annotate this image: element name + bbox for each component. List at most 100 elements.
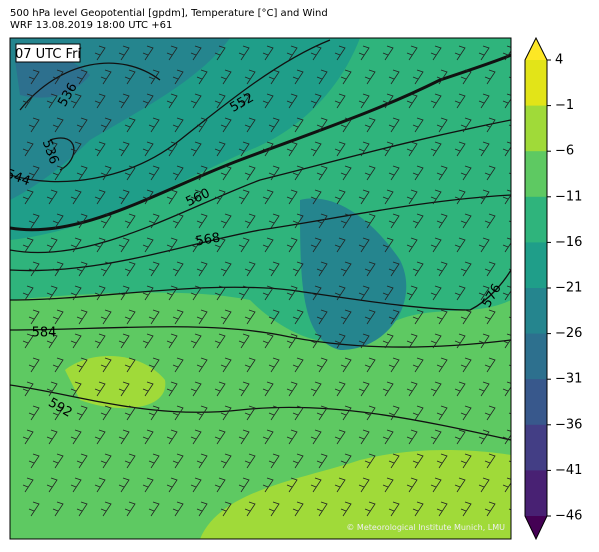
wind-barb [220, 213, 232, 229]
wind-barb [214, 381, 226, 397]
wind-barb [316, 69, 328, 85]
wind-barb [388, 453, 400, 469]
wind-barb [502, 333, 511, 349]
wind-barb [286, 381, 298, 397]
wind-barb [460, 165, 472, 181]
wind-barb [364, 69, 376, 85]
wind-barb [406, 93, 418, 109]
wind-barb [388, 117, 400, 133]
wind-barb [454, 381, 466, 397]
wind-barb [94, 381, 106, 397]
wind-barb [358, 45, 370, 61]
field [15, 55, 90, 98]
wind-barb [196, 69, 208, 85]
wind-barb [316, 501, 328, 517]
wind-barb [214, 93, 226, 109]
wind-barb [166, 45, 178, 61]
wind-barb [190, 141, 202, 157]
wind-barb [52, 69, 64, 85]
wind-barb [292, 501, 304, 517]
wind-barb [70, 333, 82, 349]
wind-barb [76, 165, 88, 181]
colorbar-bin [525, 105, 547, 152]
wind-barb [124, 261, 136, 277]
wind-barb [28, 453, 40, 469]
wind-barb [28, 357, 40, 373]
wind-barb [334, 45, 346, 61]
wind-barb [406, 333, 418, 349]
contour-label: 584 [32, 326, 57, 341]
wind-barb [238, 45, 250, 61]
wind-barb [124, 453, 136, 469]
wind-barb [316, 453, 328, 469]
wind-barb [430, 93, 442, 109]
contour-line [49, 137, 75, 171]
wind-barb [118, 189, 130, 205]
wind-barb [382, 429, 394, 445]
wind-barb [148, 309, 160, 325]
wind-barb [244, 501, 256, 517]
wind-barb [340, 357, 352, 373]
colorbar-extend [525, 516, 547, 539]
wind-barb [118, 141, 130, 157]
wind-barb [502, 381, 511, 397]
wind-barb [100, 357, 112, 373]
wind-barb [28, 69, 40, 85]
wind-barb [436, 501, 448, 517]
wind-barb [190, 237, 202, 253]
wind-barb [142, 333, 154, 349]
wind-barb [430, 477, 442, 493]
wind-barb [190, 189, 202, 205]
map-area: 07 UTC Fri © Meteorological Institute Mu… [10, 38, 511, 539]
wind-barb [454, 429, 466, 445]
wind-barb [196, 501, 208, 517]
wind-barb [406, 189, 418, 205]
colorbar-bin [525, 60, 547, 107]
wind-barb [508, 316, 511, 324]
colorbar-tick-label: −26 [555, 326, 582, 341]
wind-barb [118, 93, 130, 109]
wind-barb [190, 45, 202, 61]
wind-barb [46, 285, 58, 301]
wind-barb [460, 117, 472, 133]
wind-barb [502, 141, 511, 157]
wind-barb [52, 213, 64, 229]
wind-barb [28, 501, 40, 517]
wind-barb [214, 45, 226, 61]
wind-barb [286, 333, 298, 349]
wind-barb [508, 124, 511, 132]
wind-barb [406, 237, 418, 253]
wind-barb [286, 237, 298, 253]
wind-barb [460, 309, 472, 325]
wind-barb [46, 189, 58, 205]
wind-barb [364, 165, 376, 181]
wind-barb [388, 357, 400, 373]
wind-barb [460, 69, 472, 85]
wind-barb [52, 165, 64, 181]
contour-line [10, 384, 511, 441]
colorbar-tick-label: −36 [555, 417, 582, 432]
contour-label: 568 [194, 230, 221, 249]
credit: © Meteorological Institute Munich, LMU [346, 523, 505, 532]
wind-barb [412, 117, 424, 133]
wind-barb [46, 333, 58, 349]
wind-barb [454, 45, 466, 61]
wind-barb [268, 261, 280, 277]
wind-barb [286, 477, 298, 493]
colorbar-extend [525, 38, 547, 60]
wind-barb [220, 69, 232, 85]
wind-barb [430, 189, 442, 205]
wind-barb [340, 117, 352, 133]
wind-barb [262, 189, 274, 205]
wind-barb [316, 165, 328, 181]
wind-barb [454, 237, 466, 253]
wind-barb [364, 117, 376, 133]
wind-barb [388, 261, 400, 277]
wind-barb [244, 165, 256, 181]
wind-barb [412, 261, 424, 277]
wind-barb [196, 261, 208, 277]
wind-barb [508, 76, 511, 84]
wind-barb [358, 285, 370, 301]
wind-barb [214, 429, 226, 445]
wind-barb [262, 45, 274, 61]
